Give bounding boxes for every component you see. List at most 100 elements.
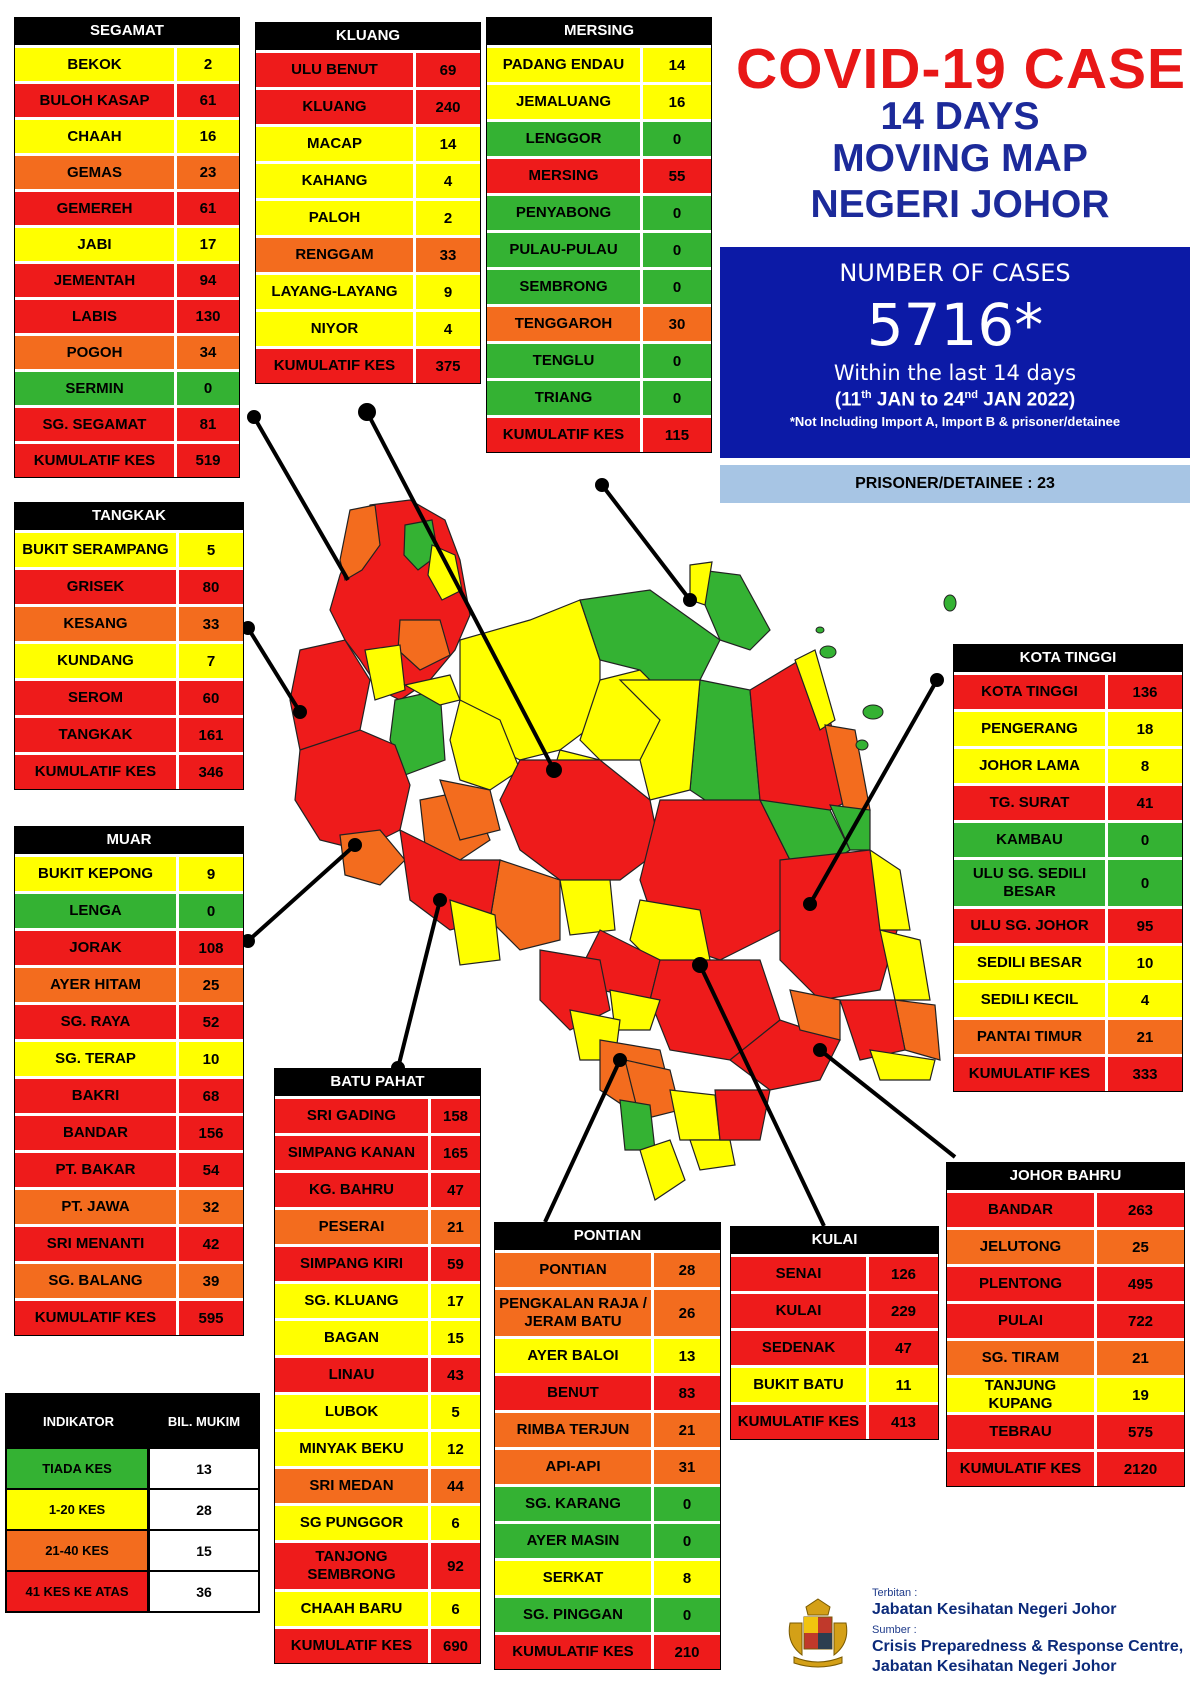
mukim-case-count: 4 — [1108, 983, 1182, 1017]
mukim-case-count: 68 — [179, 1079, 243, 1113]
mukim-case-count: 158 — [431, 1099, 480, 1133]
mukim-case-count: 26 — [654, 1290, 720, 1336]
mukim-case-count: 47 — [869, 1331, 938, 1365]
mukim-case-count: 31 — [654, 1450, 720, 1484]
mukim-name: SEDILI BESAR — [954, 946, 1108, 980]
mukim-row: NIYOR 4 — [256, 309, 480, 346]
region-linau — [449, 899, 501, 966]
mukim-case-count: 52 — [179, 1005, 243, 1039]
mukim-row: TANGKAK 161 — [15, 715, 243, 752]
mukim-row: RENGGAM 33 — [256, 235, 480, 272]
mukim-name: LINAU — [275, 1358, 431, 1392]
mukim-case-count: 2 — [177, 48, 239, 81]
footer-sumber-line-2: Jabatan Kesihatan Negeri Johor — [872, 1658, 1117, 1675]
mukim-name: SERMIN — [15, 372, 177, 405]
mukim-row: KAMBAU 0 — [954, 820, 1182, 857]
mukim-row: TANJUNG KUPANG 19 — [947, 1375, 1184, 1412]
mukim-case-count: 55 — [643, 159, 711, 193]
mukim-row: BAKRI 68 — [15, 1076, 243, 1113]
mukim-row: SRI MEDAN 44 — [275, 1466, 480, 1503]
mukim-case-count: 16 — [177, 120, 239, 153]
mukim-row: KUMULATIF KES 375 — [256, 346, 480, 383]
mukim-row: JEMALUANG 16 — [487, 82, 711, 119]
district-title: KULAI — [731, 1227, 938, 1254]
mukim-case-count: 0 — [643, 233, 711, 267]
mukim-case-count: 0 — [643, 381, 711, 415]
region-bukit-serampang — [364, 644, 406, 701]
mukim-row: TANJONG SEMBRONG 92 — [275, 1540, 480, 1589]
mukim-row: KLUANG 240 — [256, 87, 480, 124]
mukim-row: GEMAS 23 — [15, 153, 239, 189]
legend-header-indikator: INDIKATOR — [42, 1413, 115, 1429]
mukim-name: AYER MASIN — [495, 1524, 654, 1558]
mukim-name: SRI MEDAN — [275, 1469, 431, 1503]
legend-row: 21-40 KES 15 — [7, 1529, 258, 1570]
region-kluang — [499, 759, 661, 881]
mukim-case-count: 8 — [654, 1561, 720, 1595]
mukim-row: BANDAR 156 — [15, 1113, 243, 1150]
mukim-name: PULAU-PULAU — [487, 233, 643, 267]
mukim-row: KUMULATIF KES 210 — [495, 1632, 720, 1669]
mukim-case-count: 10 — [179, 1042, 243, 1076]
mukim-row: LUBOK 5 — [275, 1392, 480, 1429]
mukim-row: KUMULATIF KES 690 — [275, 1626, 480, 1663]
mukim-name: PADANG ENDAU — [487, 48, 643, 82]
mukim-case-count: 333 — [1108, 1057, 1182, 1091]
mukim-case-count: 39 — [179, 1264, 243, 1298]
legend-header-bil-mukim: BIL. MUKIM — [167, 1413, 241, 1429]
mukim-row: TEBRAU 575 — [947, 1412, 1184, 1449]
legend-count: 13 — [150, 1449, 258, 1488]
district-title: BATU PAHAT — [275, 1069, 480, 1096]
district-title: SEGAMAT — [15, 18, 239, 45]
mukim-name: MERSING — [487, 159, 643, 193]
mukim-case-count: 126 — [869, 1257, 938, 1291]
mukim-row: PT. BAKAR 54 — [15, 1150, 243, 1187]
mukim-name: CHAAH BARU — [275, 1592, 431, 1626]
region-tanjung-kupang — [689, 1139, 736, 1171]
leader-lines — [241, 403, 957, 1227]
district-batu-pahat: BATU PAHAT SRI GADING 158 SIMPANG KANAN 165 K… — [274, 1068, 481, 1664]
mukim-name: KESANG — [15, 607, 179, 641]
mukim-row: SG. TERAP 10 — [15, 1039, 243, 1076]
region-gemas — [339, 504, 381, 581]
mukim-case-count: 30 — [643, 307, 711, 341]
mukim-row: KUMULATIF KES 333 — [954, 1054, 1182, 1091]
mukim-name: RENGGAM — [256, 238, 416, 272]
mukim-case-count: 346 — [179, 755, 243, 789]
mukim-name: MACAP — [256, 127, 416, 161]
district-title: MERSING — [487, 18, 711, 45]
region-serkat — [639, 1139, 686, 1201]
mukim-row: LINAU 43 — [275, 1355, 480, 1392]
mukim-case-count: 722 — [1097, 1304, 1184, 1338]
mukim-case-count: 413 — [869, 1405, 938, 1439]
mukim-name: PT. JAWA — [15, 1190, 179, 1224]
mukim-row: CHAAH BARU 6 — [275, 1589, 480, 1626]
legend-count: 28 — [150, 1490, 258, 1529]
legend-row: 1-20 KES 28 — [7, 1488, 258, 1529]
mukim-row: PULAI 722 — [947, 1301, 1184, 1338]
mukim-name: JOHOR LAMA — [954, 749, 1108, 783]
mukim-case-count: 0 — [654, 1598, 720, 1632]
mukim-case-count: 0 — [654, 1487, 720, 1521]
mukim-row: AYER BALOI 13 — [495, 1336, 720, 1373]
mukim-case-count: 4 — [416, 164, 480, 198]
mukim-case-count: 595 — [179, 1301, 243, 1335]
mukim-case-count: 9 — [416, 275, 480, 309]
mukim-case-count: 0 — [643, 344, 711, 378]
district-title: JOHOR BAHRU — [947, 1163, 1184, 1190]
mukim-case-count: 16 — [643, 85, 711, 119]
mukim-row: PALOH 2 — [256, 198, 480, 235]
mukim-row: PADANG ENDAU 14 — [487, 45, 711, 82]
mukim-case-count: 0 — [654, 1524, 720, 1558]
mukim-case-count: 15 — [431, 1321, 480, 1355]
mukim-case-count: 156 — [179, 1116, 243, 1150]
mukim-name: SEMBRONG — [487, 270, 643, 304]
region-sedili-kecil — [879, 929, 931, 1001]
mukim-name: PT. BAKAR — [15, 1153, 179, 1187]
mukim-row: POGOH 34 — [15, 333, 239, 369]
mukim-case-count: 575 — [1097, 1415, 1184, 1449]
mukim-name: JEMALUANG — [487, 85, 643, 119]
mukim-case-count: 14 — [416, 127, 480, 161]
mukim-name: BUKIT SERAMPANG — [15, 533, 179, 567]
mukim-row: SRI GADING 158 — [275, 1096, 480, 1133]
